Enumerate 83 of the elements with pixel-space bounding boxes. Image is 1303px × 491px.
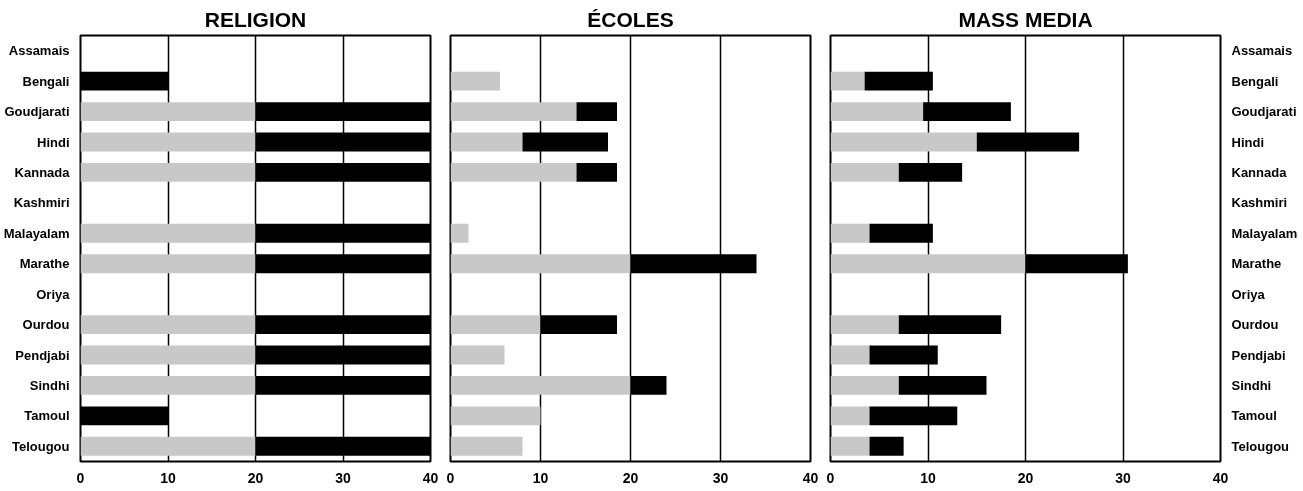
- y-tick-label: Goudjarati: [1231, 104, 1297, 120]
- bar: [450, 315, 541, 334]
- bar: [80, 345, 256, 365]
- y-tick-label: Pendjabi: [15, 347, 70, 363]
- bar: [80, 132, 256, 152]
- bar: [450, 102, 577, 121]
- bar: [80, 102, 256, 121]
- bar: [830, 315, 899, 334]
- y-tick-label: Assamais: [1231, 43, 1293, 59]
- bar: [576, 102, 617, 121]
- bar: [830, 163, 899, 182]
- bar: [869, 436, 904, 456]
- bar: [450, 223, 469, 243]
- bar: [540, 315, 617, 334]
- y-tick-label: Kashmiri: [13, 195, 70, 211]
- x-tick-label: 0: [76, 469, 85, 486]
- bar: [450, 254, 631, 274]
- y-tick-label: Marathe: [19, 256, 70, 272]
- y-tick-label: Ourdou: [1231, 317, 1279, 333]
- x-tick-label: 20: [1017, 469, 1034, 486]
- x-tick-label: 40: [802, 469, 819, 486]
- y-tick-label: Oriya: [36, 286, 71, 302]
- chart-title: MASS MEDIA: [958, 7, 1093, 31]
- y-tick-label: Ourdou: [22, 317, 70, 333]
- y-tick-label: Hindi: [37, 134, 70, 150]
- bar: [830, 254, 1026, 274]
- x-tick-label: 30: [335, 469, 351, 486]
- bar: [80, 163, 256, 182]
- y-tick-label: Telougou: [1231, 438, 1290, 454]
- bar: [80, 223, 256, 243]
- y-tick-label: Marathe: [1231, 256, 1282, 272]
- bar: [450, 376, 631, 395]
- x-tick-label: 40: [1212, 469, 1229, 486]
- y-tick-label: Assamais: [8, 43, 70, 59]
- y-tick-label: Hindi: [1231, 134, 1264, 150]
- bar: [830, 376, 899, 395]
- x-tick-label: 40: [422, 469, 439, 486]
- x-tick-label: 10: [160, 469, 176, 486]
- chart-title: ÉCOLES: [587, 7, 674, 31]
- y-tick-label: Kannada: [1231, 164, 1288, 180]
- x-tick-label: 10: [920, 469, 936, 486]
- bar: [450, 436, 523, 456]
- bar: [576, 163, 617, 182]
- bar: [450, 345, 505, 365]
- bar: [80, 376, 256, 395]
- bar: [830, 132, 977, 152]
- y-tick-label: Pendjabi: [1231, 347, 1286, 363]
- bar: [450, 406, 541, 426]
- bar: [976, 132, 1080, 152]
- y-tick-label: Telougou: [11, 438, 70, 454]
- bar: [80, 254, 256, 274]
- bar: [450, 132, 523, 152]
- y-tick-label: Malayalam: [3, 225, 70, 241]
- x-tick-label: 0: [826, 469, 835, 486]
- y-tick-label: Sindhi: [29, 377, 70, 393]
- x-tick-label: 30: [712, 469, 729, 486]
- bar: [80, 436, 256, 456]
- x-tick-label: 20: [247, 469, 264, 486]
- bar: [630, 376, 667, 395]
- bar: [830, 345, 870, 365]
- bar: [80, 315, 256, 334]
- x-tick-label: 0: [446, 469, 455, 486]
- y-tick-label: Goudjarati: [4, 104, 70, 120]
- bar: [830, 436, 870, 456]
- x-tick-label: 20: [622, 469, 639, 486]
- bar: [450, 71, 500, 91]
- y-tick-label: Kashmiri: [1231, 195, 1288, 211]
- bar: [830, 406, 870, 426]
- y-tick-label: Bengali: [1231, 73, 1279, 89]
- y-tick-label: Oriya: [1231, 286, 1266, 302]
- bar: [830, 71, 865, 91]
- bar: [830, 102, 924, 121]
- y-tick-label: Kannada: [14, 164, 71, 180]
- bar: [830, 223, 870, 243]
- bar: [450, 163, 577, 182]
- y-tick-label: Malayalam: [1231, 225, 1298, 241]
- y-tick-label: Bengali: [22, 73, 70, 89]
- y-tick-label: Tamoul: [1231, 408, 1277, 424]
- y-tick-label: Sindhi: [1231, 377, 1272, 393]
- x-tick-label: 30: [1115, 469, 1131, 486]
- x-tick-label: 10: [532, 469, 549, 486]
- chart-title: RELIGION: [204, 7, 307, 31]
- y-tick-label: Tamoul: [24, 408, 70, 424]
